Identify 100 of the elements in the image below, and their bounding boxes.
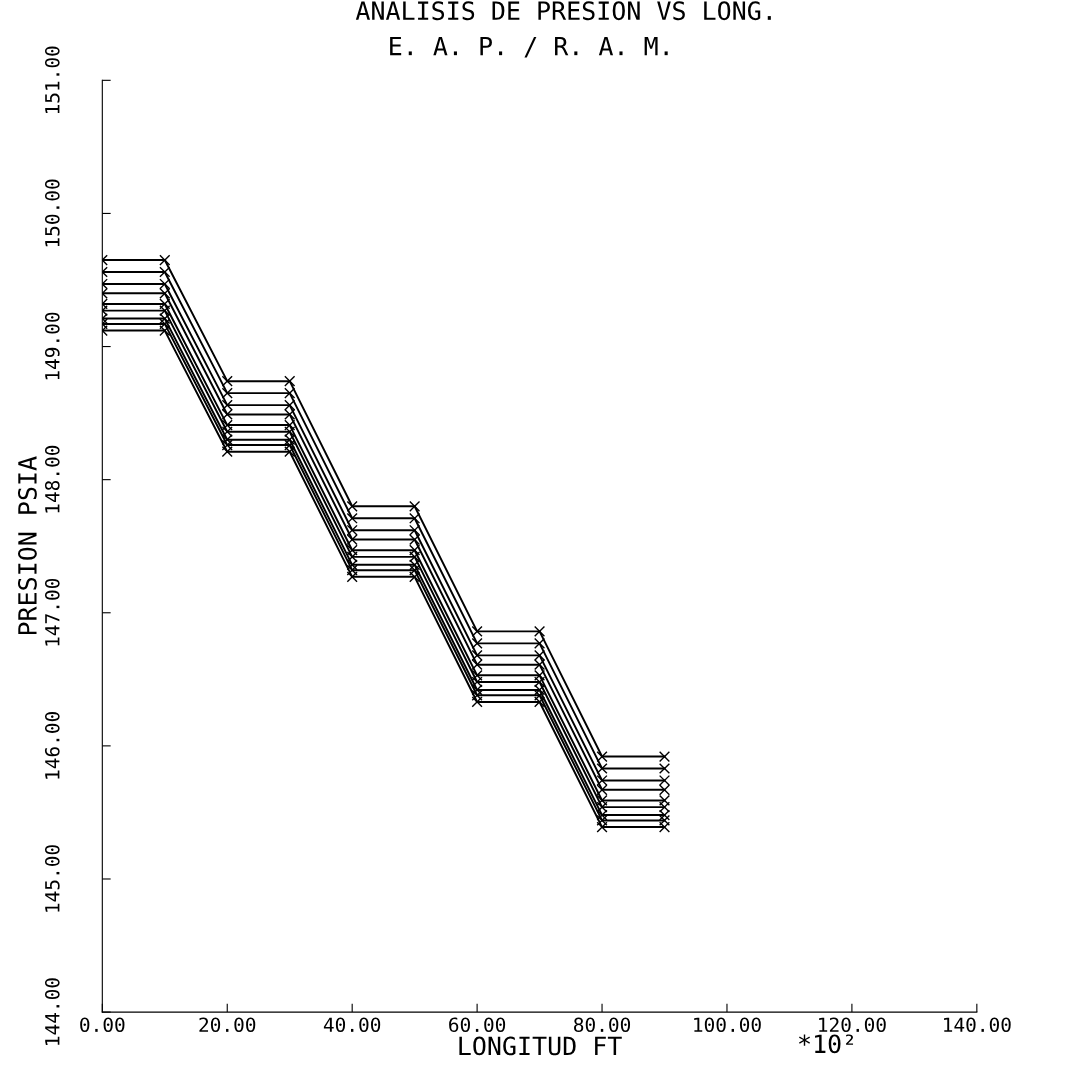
point — [346, 500, 358, 512]
y-tick-label: 145.00 — [44, 845, 60, 912]
point — [284, 419, 296, 431]
x-tick-label: 20.00 — [199, 1017, 256, 1033]
point — [221, 434, 233, 446]
point — [471, 659, 483, 671]
point — [346, 533, 358, 546]
point — [534, 684, 546, 696]
point — [534, 676, 546, 688]
point — [159, 254, 171, 266]
point — [596, 814, 608, 826]
point — [346, 512, 358, 524]
point — [658, 750, 671, 763]
point — [658, 774, 671, 787]
point — [284, 399, 296, 411]
point — [471, 676, 483, 688]
point — [658, 809, 671, 821]
point — [221, 387, 233, 399]
point — [658, 794, 671, 807]
point — [471, 684, 483, 696]
point — [221, 408, 233, 420]
point — [409, 500, 421, 512]
y-tick-label: 146.00 — [44, 712, 60, 779]
point — [346, 551, 358, 563]
y-tick-label: 151.00 — [44, 46, 60, 114]
point — [534, 696, 546, 708]
y-tick-label: 149.00 — [44, 312, 60, 380]
point — [409, 544, 421, 556]
point — [409, 564, 421, 576]
point — [534, 637, 546, 649]
y-axis-title: PRESION PSIA — [17, 456, 37, 635]
point — [159, 298, 171, 310]
point — [159, 313, 171, 325]
point — [596, 821, 608, 833]
point — [346, 559, 358, 571]
point — [159, 287, 171, 299]
y-tick-label: 147.00 — [44, 578, 60, 646]
point — [658, 821, 671, 833]
point — [596, 809, 608, 821]
point — [159, 318, 171, 330]
point — [221, 426, 233, 438]
point — [471, 689, 483, 701]
point — [221, 439, 233, 451]
point — [284, 446, 296, 458]
point — [409, 559, 421, 571]
point — [284, 387, 296, 399]
point — [596, 750, 608, 763]
x-tick-label: 140.00 — [944, 1017, 1011, 1033]
point — [534, 649, 546, 661]
point — [284, 408, 296, 420]
point — [658, 801, 671, 813]
point — [409, 512, 421, 524]
text: *10² — [799, 1034, 854, 1054]
point — [159, 325, 171, 337]
point — [658, 762, 671, 775]
point — [221, 399, 233, 411]
point — [471, 649, 483, 661]
x-tick-label: 100.00 — [694, 1017, 761, 1033]
point — [409, 524, 421, 536]
point — [346, 524, 358, 536]
point — [346, 564, 358, 576]
point — [221, 419, 233, 431]
point — [534, 625, 546, 637]
x-tick-label: 120.00 — [819, 1017, 886, 1033]
point — [159, 266, 171, 278]
point — [658, 814, 671, 826]
point — [221, 375, 233, 387]
point — [471, 637, 483, 649]
point — [409, 551, 421, 563]
y-tick-label: 150.00 — [44, 179, 60, 247]
point — [596, 762, 608, 775]
point — [409, 533, 421, 546]
point — [534, 689, 546, 701]
point — [409, 571, 421, 583]
point — [284, 426, 296, 438]
point — [471, 696, 483, 708]
x-axis-title: LONGITUD FT — [459, 1036, 622, 1056]
point — [159, 278, 171, 290]
point — [471, 625, 483, 637]
y-tick-label: 144.00 — [44, 978, 60, 1045]
point — [284, 434, 296, 446]
chart-subtitle: E. A. P. / R. A. M. — [390, 36, 668, 58]
point — [221, 446, 233, 458]
chart-title: ANALISIS DE PRESION VS LONG. — [355, 1, 771, 21]
point — [471, 669, 483, 681]
point — [596, 801, 608, 813]
point — [346, 544, 358, 556]
point — [159, 305, 171, 317]
point — [596, 774, 608, 787]
point — [596, 784, 608, 796]
x-tick-label: 60.00 — [449, 1017, 506, 1033]
point — [534, 669, 546, 681]
y-tick-label: 148.00 — [44, 445, 60, 513]
point — [284, 375, 296, 387]
x-tick-label: 0.00 — [80, 1017, 125, 1033]
x-tick-label: 80.00 — [574, 1017, 631, 1033]
point — [534, 659, 546, 671]
x-tick-label: 40.00 — [323, 1017, 381, 1033]
point — [346, 571, 358, 583]
point — [596, 794, 608, 807]
